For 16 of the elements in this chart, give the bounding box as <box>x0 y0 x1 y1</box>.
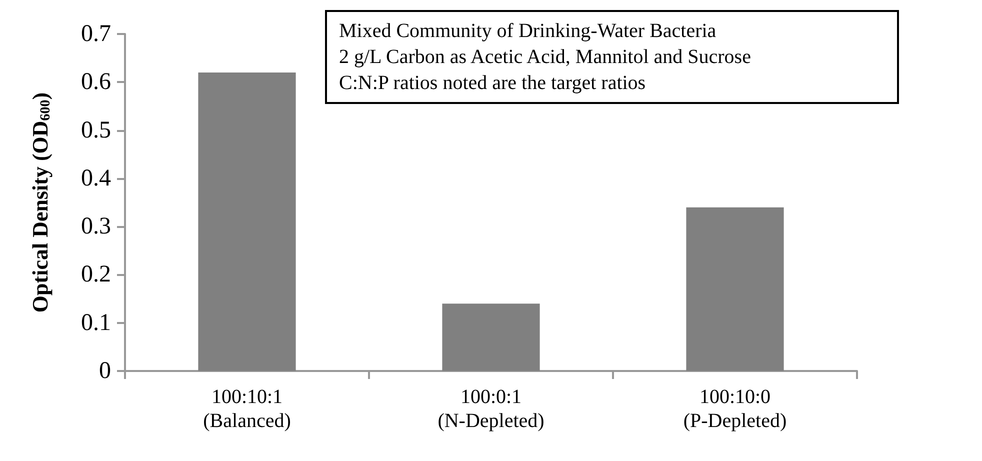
y-tick-label: 0.1 <box>81 310 111 336</box>
y-tick-label: 0.4 <box>81 165 111 192</box>
bar <box>198 72 296 371</box>
y-tick-label: 0.3 <box>81 214 111 240</box>
bar <box>686 207 784 371</box>
y-tick-label: 0.2 <box>81 262 111 288</box>
y-tick-label: 0.7 <box>81 21 111 47</box>
x-tick-label: 100:0:1 (N-Depleted) <box>438 386 544 432</box>
x-tick-label: 100:10:1 (Balanced) <box>203 386 291 432</box>
note-box: Mixed Community of Drinking-Water Bacteria 2 g/L Carbon as Acetic Acid, Mannitol and Sucrose C:N:P ratios noted are the target ratios <box>325 10 899 104</box>
x-tick-label: 100:10:0 (P-Depleted) <box>683 386 787 432</box>
y-tick-label: 0.6 <box>81 69 111 96</box>
bar <box>442 304 540 371</box>
y-tick-label: 0 <box>99 358 111 384</box>
y-tick-label: 0.5 <box>81 117 111 144</box>
y-axis-title: Optical Density (OD600) <box>28 92 54 313</box>
